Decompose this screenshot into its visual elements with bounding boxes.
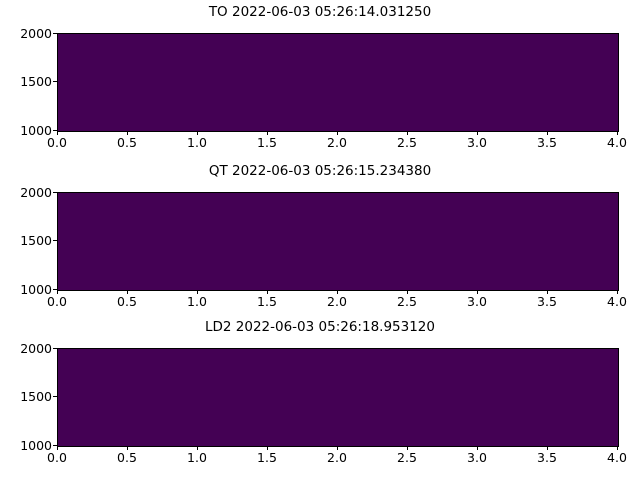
x-tick-label-4-p3: 2.0 [327,450,347,465]
x-tick-mark-6 [477,446,478,450]
y-tick-label-1000-p2: 1000 [20,282,52,297]
y-tick-label-1500-p2: 1500 [20,233,52,248]
x-tick-mark-8 [617,131,618,135]
x-tick-label-2-p2: 1.0 [187,294,207,309]
x-tick-label-6-p3: 3.0 [467,450,487,465]
x-tick-label-7-p1: 3.5 [537,135,557,150]
x-tick-mark-0 [57,131,58,135]
spectrogram-panel-2: QT 2022-06-03 05:26:15.234380 2000 1500 … [0,159,640,319]
x-tick-label-6-p2: 3.0 [467,294,487,309]
spectrogram-panel-3: LD2 2022-06-03 05:26:18.953120 2000 1500… [0,315,640,475]
x-tick-mark-0 [57,446,58,450]
x-tick-mark-5 [407,131,408,135]
y-tick-label-1500-p3: 1500 [20,389,52,404]
y-tick-mark-1500-p1 [53,81,57,82]
x-tick-mark-2 [197,131,198,135]
y-tick-label-2000-p3: 2000 [20,341,52,356]
x-tick-mark-3 [267,446,268,450]
panel-title-2: QT 2022-06-03 05:26:15.234380 [208,163,432,179]
y-tick-label-2000-p1: 2000 [20,26,52,41]
x-tick-label-7-p2: 3.5 [537,294,557,309]
x-tick-mark-2 [197,290,198,294]
plot-area-1 [57,33,619,132]
y-tick-label-1500-p1: 1500 [20,74,52,89]
y-tick-mark-2000-p2 [53,192,57,193]
x-tick-mark-3 [267,131,268,135]
panel-title-3: LD2 2022-06-03 05:26:18.953120 [204,319,435,335]
x-tick-label-1-p2: 0.5 [117,294,137,309]
x-tick-mark-1 [127,290,128,294]
x-tick-mark-1 [127,131,128,135]
y-tick-mark-1500-p3 [53,396,57,397]
plot-area-3 [57,348,619,447]
x-tick-mark-8 [617,290,618,294]
x-tick-label-2-p1: 1.0 [187,135,207,150]
x-tick-mark-7 [547,131,548,135]
x-tick-label-1-p3: 0.5 [117,450,137,465]
x-tick-mark-8 [617,446,618,450]
x-tick-label-8-p2: 4.0 [607,294,627,309]
spectrogram-image-3 [58,349,618,446]
spectrogram-image-2 [58,193,618,290]
x-tick-mark-6 [477,290,478,294]
x-tick-label-1-p1: 0.5 [117,135,137,150]
x-tick-label-0-p3: 0.0 [47,450,67,465]
y-tick-mark-1000-p1 [53,130,57,131]
x-tick-mark-3 [267,290,268,294]
x-tick-mark-6 [477,131,478,135]
x-tick-label-3-p2: 1.5 [257,294,277,309]
x-tick-label-4-p1: 2.0 [327,135,347,150]
x-tick-mark-7 [547,446,548,450]
y-tick-mark-1500-p2 [53,240,57,241]
x-tick-label-8-p1: 4.0 [607,135,627,150]
x-tick-label-6-p1: 3.0 [467,135,487,150]
plot-area-2 [57,192,619,291]
x-tick-mark-5 [407,290,408,294]
x-tick-label-2-p3: 1.0 [187,450,207,465]
y-tick-label-1000-p3: 1000 [20,438,52,453]
y-tick-mark-1000-p2 [53,289,57,290]
y-tick-mark-2000-p3 [53,348,57,349]
x-tick-mark-0 [57,290,58,294]
x-tick-mark-7 [547,290,548,294]
x-tick-mark-2 [197,446,198,450]
y-tick-label-2000-p2: 2000 [20,185,52,200]
x-tick-label-8-p3: 4.0 [607,450,627,465]
x-tick-label-0-p2: 0.0 [47,294,67,309]
x-tick-label-5-p3: 2.5 [397,450,417,465]
x-tick-label-3-p1: 1.5 [257,135,277,150]
spectrogram-image-1 [58,34,618,131]
spectrogram-panel-1: TO 2022-06-03 05:26:14.031250 2000 1500 … [0,0,640,160]
x-tick-label-0-p1: 0.0 [47,135,67,150]
y-tick-mark-1000-p3 [53,445,57,446]
y-tick-mark-2000-p1 [53,33,57,34]
x-tick-label-4-p2: 2.0 [327,294,347,309]
x-tick-mark-1 [127,446,128,450]
x-tick-label-3-p3: 1.5 [257,450,277,465]
x-tick-label-5-p2: 2.5 [397,294,417,309]
x-tick-mark-5 [407,446,408,450]
x-tick-mark-4 [337,290,338,294]
x-tick-label-7-p3: 3.5 [537,450,557,465]
x-tick-label-5-p1: 2.5 [397,135,417,150]
panel-title-1: TO 2022-06-03 05:26:14.031250 [208,4,432,20]
x-tick-mark-4 [337,446,338,450]
x-tick-mark-4 [337,131,338,135]
y-tick-label-1000-p1: 1000 [20,123,52,138]
